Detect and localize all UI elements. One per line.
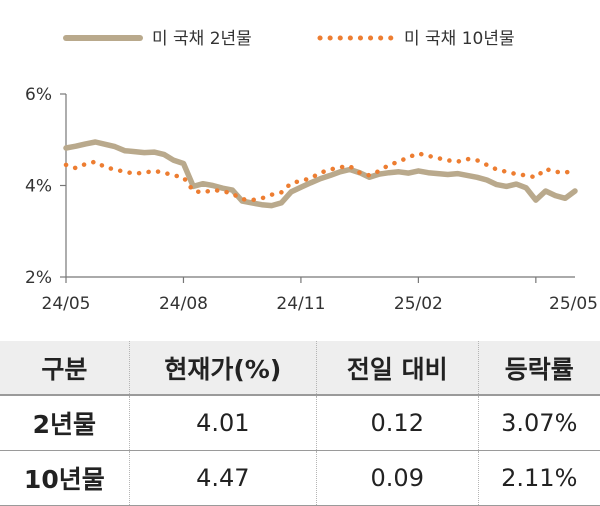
y-tick-label: 6% xyxy=(25,85,52,105)
x-tick-label: 24/11 xyxy=(276,294,325,314)
current-value: 4.47 xyxy=(128,450,317,506)
y-tick-label: 2% xyxy=(25,268,52,288)
y-tick-labels: 2% 4% 6% xyxy=(25,85,66,288)
legend-label-2y: 미 국채 2년물 xyxy=(152,29,252,49)
header-change: 전일 대비 xyxy=(315,341,479,396)
current-value: 4.01 xyxy=(128,395,317,451)
x-tick-label: 24/05 xyxy=(42,294,91,314)
x-tick-label: 24/08 xyxy=(159,294,208,314)
table-row: 10년물 4.47 0.09 2.11% xyxy=(0,450,600,506)
header-current: 현재가(%) xyxy=(128,341,317,396)
yield-quote-table: 구분 현재가(%) 전일 대비 등락률 2년물 4.01 0.12 3.07% … xyxy=(0,341,600,506)
row-label: 10년물 xyxy=(0,450,130,506)
x-tick-label: 25/05 xyxy=(549,294,598,314)
series-line-2y xyxy=(63,139,578,209)
x-tick-labels: 24/05 24/08 24/11 25/02 25/05 xyxy=(42,277,598,314)
y-tick-label: 4% xyxy=(25,177,52,197)
legend-label-10y: 미 국채 10년물 xyxy=(404,29,515,49)
change-rate-value: 3.07% xyxy=(477,395,600,451)
change-rate-value: 2.11% xyxy=(477,450,600,506)
header-category: 구분 xyxy=(0,341,130,396)
table-row: 2년물 4.01 0.12 3.07% xyxy=(0,395,600,451)
x-tick-label: 25/02 xyxy=(394,294,443,314)
series-line-10y xyxy=(63,151,578,203)
row-label: 2년물 xyxy=(0,395,130,451)
change-value: 0.12 xyxy=(315,395,479,451)
chart-legend: 미 국채 2년물 미 국채 10년물 xyxy=(63,29,515,49)
chart-series xyxy=(63,139,578,209)
yield-line-chart: 미 국채 2년물 미 국채 10년물 2% 4% 6% 24/05 24/08 24/1… xyxy=(25,29,598,314)
header-change-rate: 등락률 xyxy=(477,341,600,396)
table-header-row: 구분 현재가(%) 전일 대비 등락률 xyxy=(0,341,600,396)
change-value: 0.09 xyxy=(315,450,479,506)
